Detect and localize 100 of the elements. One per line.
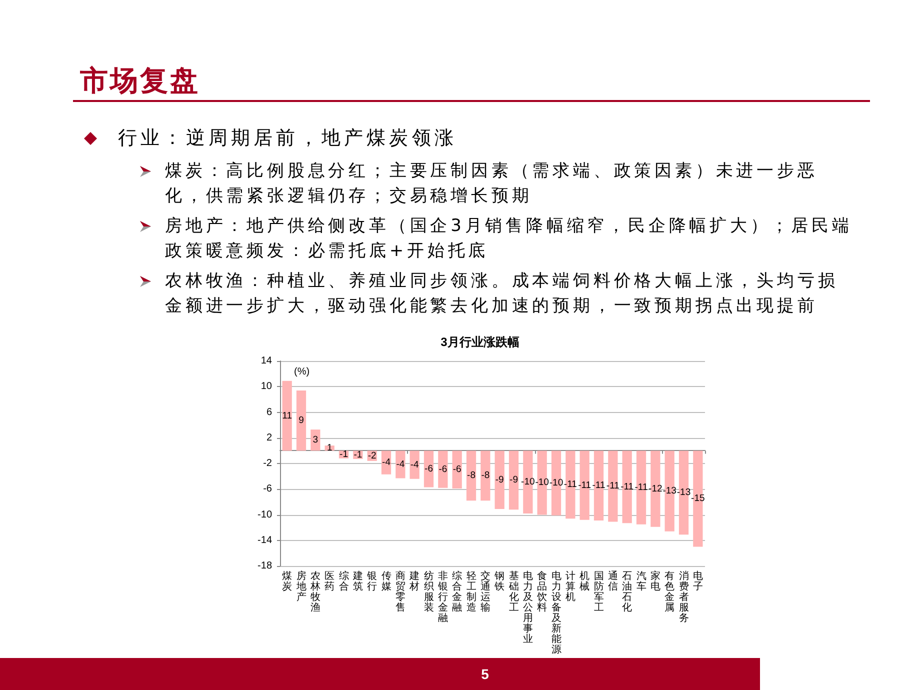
x-tick-label: 食品饮料 xyxy=(536,570,548,614)
x-tick-label: 煤炭 xyxy=(282,570,292,592)
x-tick-label: 房地产 xyxy=(295,570,306,603)
data-label: -10 xyxy=(549,478,564,489)
bar xyxy=(508,450,519,510)
bar xyxy=(580,450,590,520)
y-tick-label: -2 xyxy=(263,458,272,469)
x-tick-label: 基础化工 xyxy=(508,570,519,614)
bar xyxy=(494,450,504,509)
x-tick-label: 传媒 xyxy=(381,570,392,592)
x-tick-label: 汽车 xyxy=(636,570,646,592)
bar xyxy=(282,380,292,451)
text: 市场复盘 xyxy=(80,63,200,99)
bar xyxy=(608,450,618,522)
x-tick-label: 医药 xyxy=(324,570,335,592)
data-label: -4 xyxy=(396,458,405,470)
data-label: -1 xyxy=(354,449,362,460)
x-tick-label: 银行 xyxy=(366,570,378,592)
bar xyxy=(693,450,703,547)
data-label: -6 xyxy=(424,463,433,474)
data-label: -9 xyxy=(510,474,518,486)
y-tick-label: 2 xyxy=(266,432,272,444)
x-tick-label: 计算机 xyxy=(565,570,576,603)
x-tick-label: 建筑 xyxy=(352,570,363,592)
x-tick-label: 纺织服装 xyxy=(424,570,434,614)
x-tick-label: 有色金属 xyxy=(664,570,675,614)
y-tick-label: 10 xyxy=(260,381,272,392)
x-tick-label: 轻工制造 xyxy=(466,570,476,614)
x-tick-label: 交通运输 xyxy=(480,570,490,614)
x-tick-label: 石油石化 xyxy=(622,570,632,614)
data-label: -6 xyxy=(452,464,462,476)
data-label: -6 xyxy=(438,464,448,475)
data-label: -11 xyxy=(620,481,634,492)
bar xyxy=(622,450,632,524)
text: 煤炭：高比例股息分红；主要压制因素（需求端、政策因素）未进一步恶化，供需紧张逻辑仍存；交易稳增长预期 xyxy=(165,161,818,206)
data-label: -11 xyxy=(578,480,592,491)
bar xyxy=(594,450,604,521)
data-label: -11 xyxy=(592,480,606,492)
y-tick-label: -14 xyxy=(258,534,272,546)
x-tick-label: 商贸零售 xyxy=(395,570,406,614)
data-label: 1 xyxy=(326,442,332,454)
data-label: -12 xyxy=(648,483,662,494)
data-label: -10 xyxy=(521,476,535,488)
text: 5 xyxy=(480,665,490,683)
y-tick-label: 14 xyxy=(260,356,272,366)
bar xyxy=(537,450,547,515)
bar xyxy=(466,450,476,501)
x-tick-label: 综合 xyxy=(338,570,349,592)
bar xyxy=(438,450,448,488)
data-label: -15 xyxy=(691,493,705,504)
bar xyxy=(480,450,490,501)
x-tick-label: 非银行金融 xyxy=(436,570,448,624)
data-label: 3 xyxy=(312,434,318,446)
bar xyxy=(424,450,434,488)
bar xyxy=(636,450,646,524)
data-label: -11 xyxy=(606,480,620,492)
x-tick-label: 农林牧渔 xyxy=(309,570,320,614)
bar xyxy=(551,450,562,516)
chart-title: 3月行业涨跌幅 xyxy=(440,335,520,349)
text: 行业：逆周期居前，地产煤炭领涨 xyxy=(118,126,457,151)
y-axis-title: (%) xyxy=(294,366,310,378)
data-label: -9 xyxy=(495,474,504,486)
data-label: -1 xyxy=(340,449,348,460)
x-tick-label: 通信 xyxy=(608,570,618,592)
bar xyxy=(410,450,420,479)
bar xyxy=(678,450,689,535)
bar xyxy=(452,450,462,488)
bar xyxy=(650,450,660,527)
x-tick-label: 电力及公用事业 xyxy=(522,570,533,645)
data-label: -4 xyxy=(410,459,419,470)
x-tick-label: 建材 xyxy=(408,570,420,592)
data-label: 11 xyxy=(282,410,292,422)
data-label: -13 xyxy=(676,487,691,498)
text: 房地产：地产供给侧改革（国企3月销售降幅缩窄，民企降幅扩大）；居民端政策暖意频发：必需托底+开始托底 xyxy=(165,216,852,261)
bar xyxy=(296,390,306,451)
y-tick-label: -18 xyxy=(258,560,272,572)
data-label: -11 xyxy=(564,479,577,490)
bar xyxy=(381,450,392,474)
x-tick-label: 电子 xyxy=(692,570,703,592)
y-tick-label: -10 xyxy=(258,509,272,520)
bar xyxy=(396,450,406,478)
y-tick-label: 6 xyxy=(266,406,272,418)
x-tick-label: 国防军工 xyxy=(594,570,604,614)
data-label: -4 xyxy=(382,457,390,468)
data-label: -8 xyxy=(467,470,476,482)
bar xyxy=(566,450,576,519)
x-tick-label: 消费者服务 xyxy=(678,570,689,624)
x-tick-label: 家电 xyxy=(650,570,660,592)
bar xyxy=(664,450,674,532)
text: 农林牧渔：种植业、养殖业同步领涨。成本端饲料价格大幅上涨，头均亏损金额进一步扩大，驱动强化能繁去化加速的预期，一致预期拐点出现提前 xyxy=(165,271,838,316)
x-tick-label: 钢铁 xyxy=(494,570,505,592)
y-tick-label: -6 xyxy=(263,484,272,495)
x-tick-label: 机械 xyxy=(580,570,590,592)
data-label: -8 xyxy=(481,470,490,482)
data-label: 9 xyxy=(298,415,304,426)
x-tick-label: 电力设备及新能源 xyxy=(551,570,562,656)
bar xyxy=(523,450,533,514)
data-label: -2 xyxy=(368,450,376,462)
data-label: -11 xyxy=(634,482,648,494)
data-label: -13 xyxy=(662,486,676,497)
